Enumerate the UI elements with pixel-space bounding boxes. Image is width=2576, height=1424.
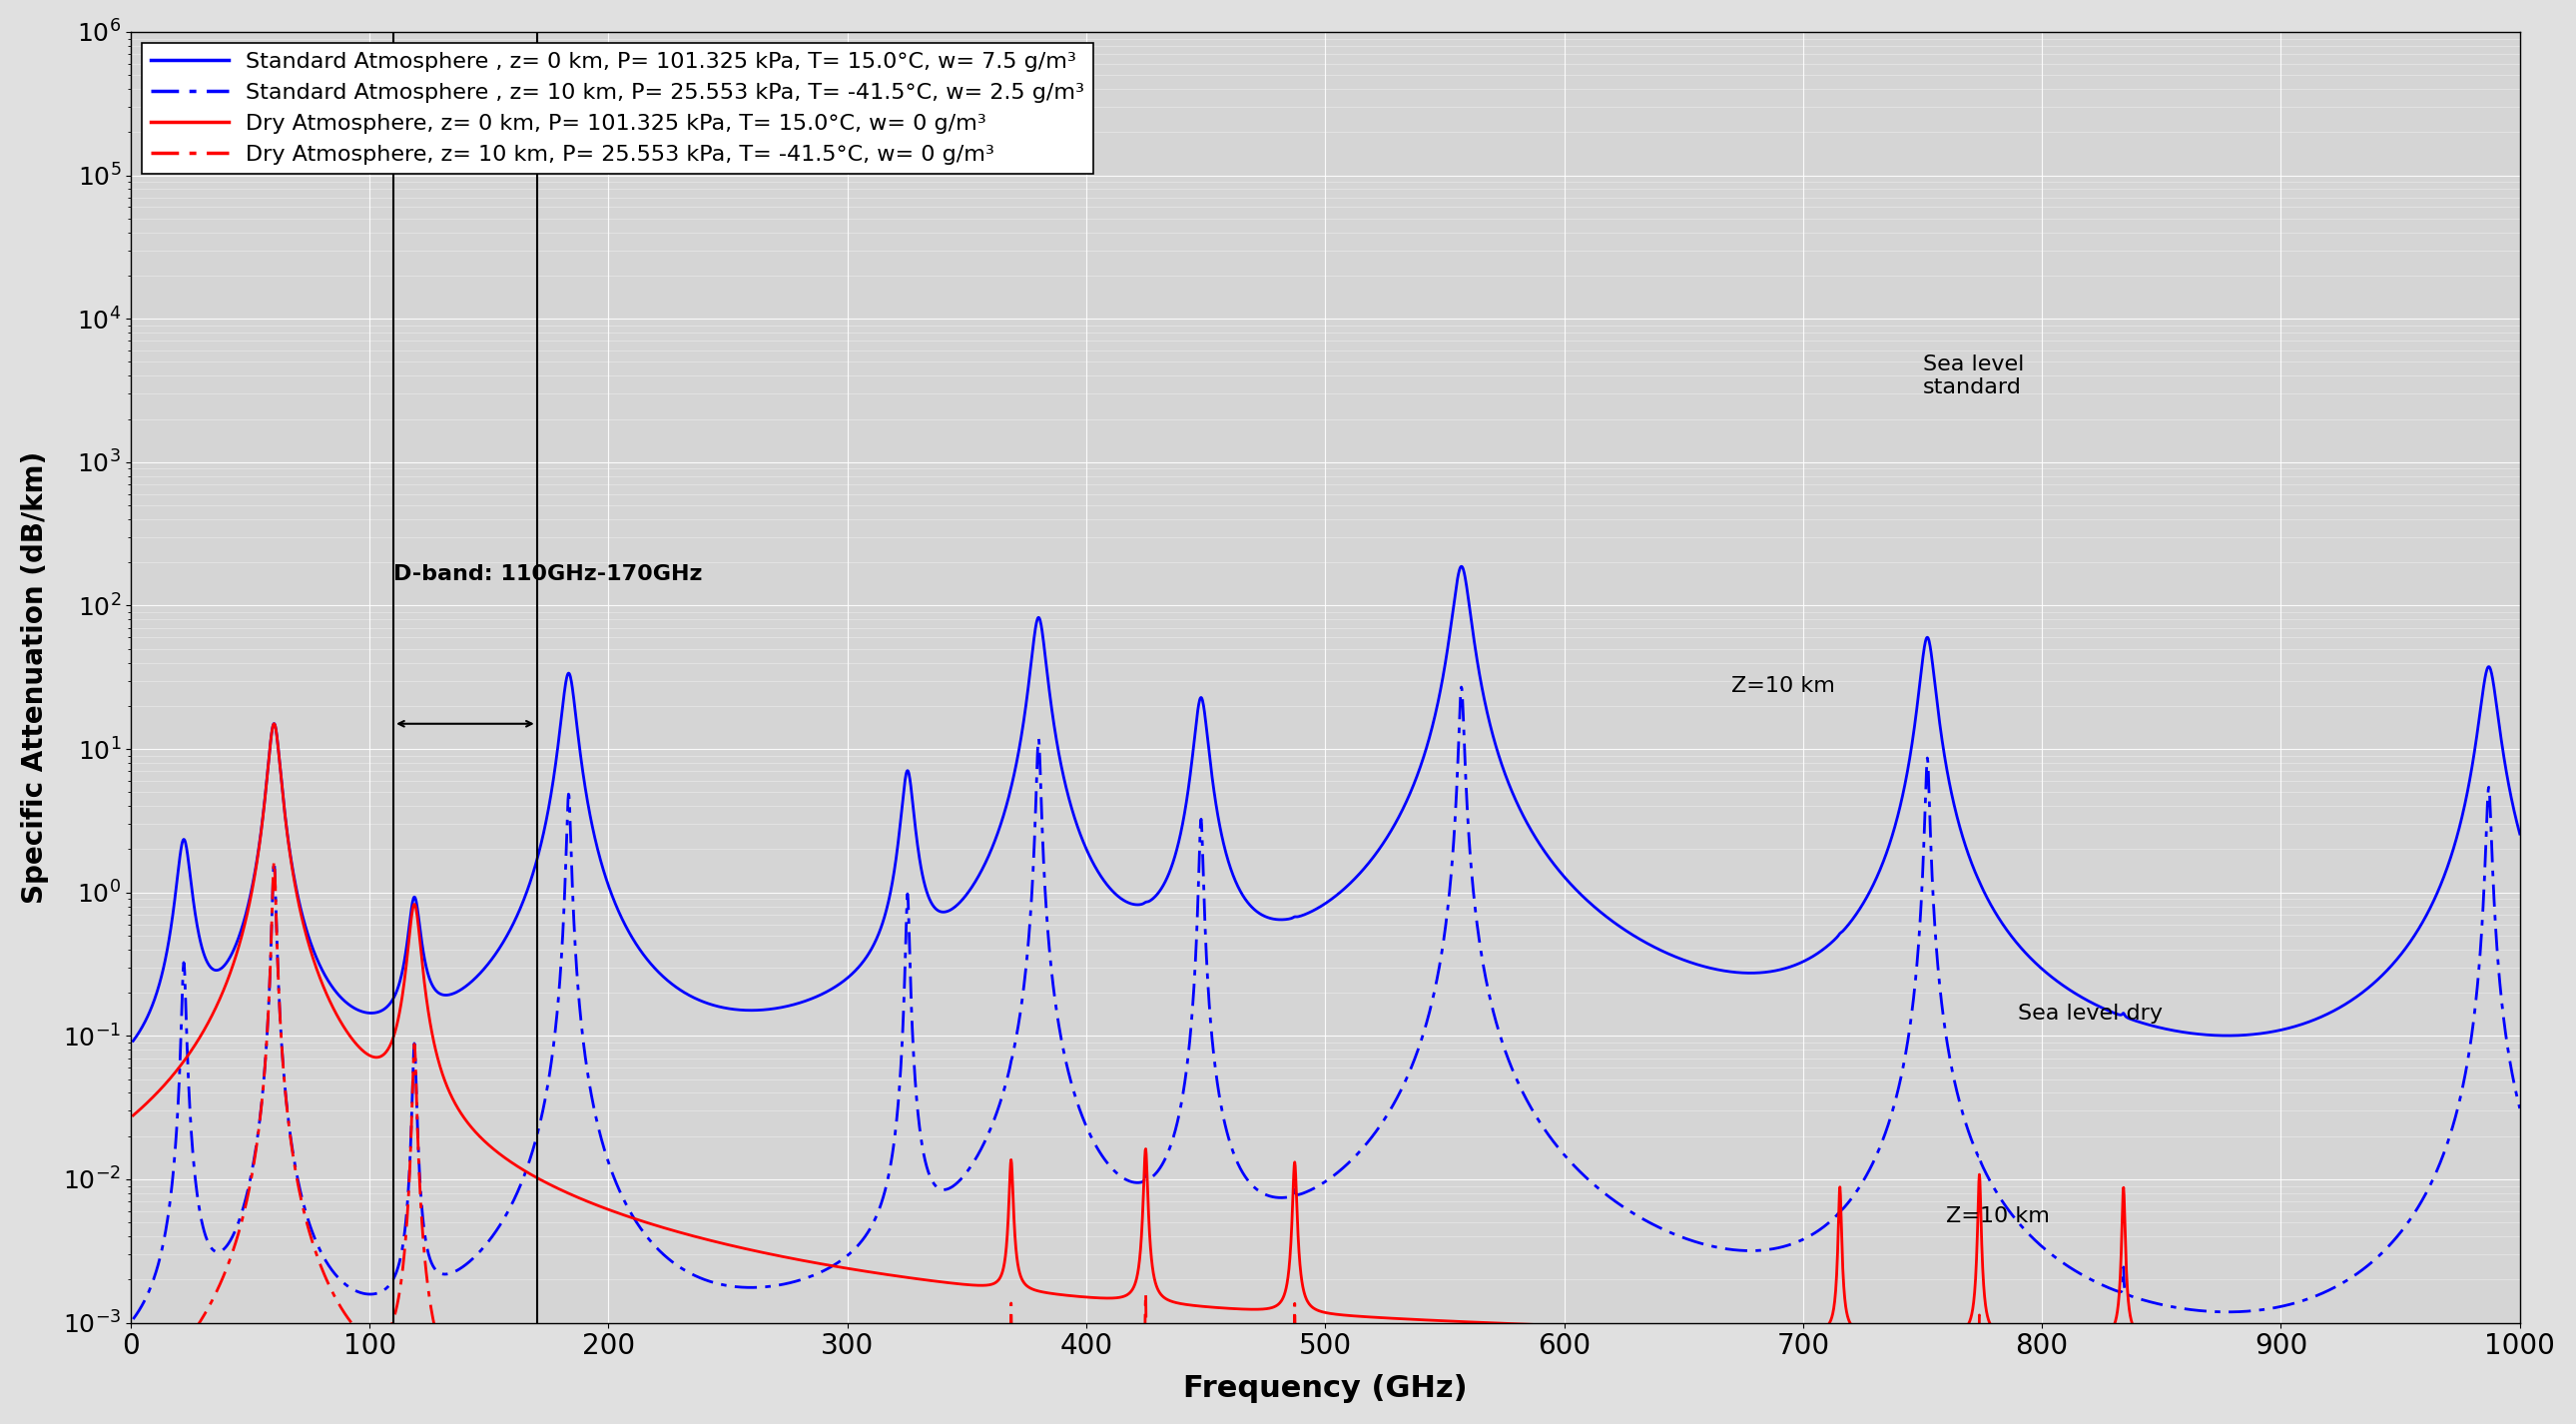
X-axis label: Frequency (GHz): Frequency (GHz): [1182, 1374, 1468, 1403]
Text: Z=10 km: Z=10 km: [1947, 1206, 2050, 1226]
Text: Z=10 km: Z=10 km: [1731, 676, 1834, 696]
Text: Sea level
standard: Sea level standard: [1922, 355, 2025, 397]
Text: D-band: 110GHz-170GHz: D-band: 110GHz-170GHz: [394, 564, 703, 584]
Text: Sea level dry: Sea level dry: [2017, 1004, 2164, 1024]
Legend: Standard Atmosphere , z= 0 km, P= 101.325 kPa, T= 15.0°C, w= 7.5 g/m³, Standard : Standard Atmosphere , z= 0 km, P= 101.32…: [142, 43, 1095, 174]
Y-axis label: Specific Attenuation (dB/km): Specific Attenuation (dB/km): [21, 451, 49, 904]
